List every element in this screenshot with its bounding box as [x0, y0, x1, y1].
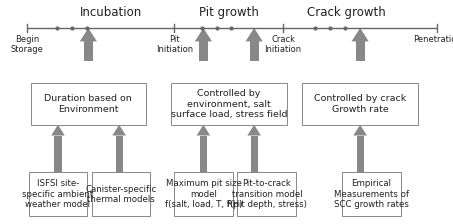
Polygon shape [116, 136, 123, 172]
Polygon shape [357, 136, 364, 172]
FancyBboxPatch shape [342, 172, 401, 216]
Polygon shape [356, 41, 365, 61]
Text: Pit
Initiation: Pit Initiation [156, 35, 193, 54]
Text: Controlled by crack
Growth rate: Controlled by crack Growth rate [314, 95, 406, 114]
Text: Controlled by
environment, salt
surface load, stress field: Controlled by environment, salt surface … [170, 89, 287, 119]
Text: Canister-specific
thermal models: Canister-specific thermal models [85, 185, 157, 204]
Text: Begin
Storage: Begin Storage [11, 35, 43, 54]
Polygon shape [200, 136, 207, 172]
FancyBboxPatch shape [303, 84, 418, 125]
Polygon shape [246, 28, 263, 41]
FancyBboxPatch shape [29, 172, 87, 216]
Polygon shape [195, 28, 212, 41]
Polygon shape [199, 41, 208, 61]
Text: Crack
Initiation: Crack Initiation [265, 35, 302, 54]
Text: Pit growth: Pit growth [199, 6, 259, 19]
Text: Duration based on
Environment: Duration based on Environment [44, 95, 132, 114]
Polygon shape [54, 136, 62, 172]
Text: Maximum pit size
model
f(salt, load, T, RH): Maximum pit size model f(salt, load, T, … [165, 179, 243, 209]
Polygon shape [197, 125, 210, 136]
Polygon shape [251, 136, 258, 172]
FancyBboxPatch shape [92, 172, 150, 216]
Text: Incubation: Incubation [80, 6, 142, 19]
FancyBboxPatch shape [31, 84, 146, 125]
Text: Crack growth: Crack growth [307, 6, 386, 19]
Polygon shape [352, 28, 369, 41]
Polygon shape [353, 125, 367, 136]
Text: ISFSI site-
specific ambient
weather model: ISFSI site- specific ambient weather mod… [22, 179, 94, 209]
FancyBboxPatch shape [237, 172, 296, 216]
Text: Empirical
Measurements of
SCC growth rates: Empirical Measurements of SCC growth rat… [334, 179, 409, 209]
Text: Penetration: Penetration [413, 35, 453, 44]
Polygon shape [247, 125, 261, 136]
Polygon shape [51, 125, 65, 136]
FancyBboxPatch shape [174, 172, 233, 216]
Text: Pit-to-crack
transition model
f(pit depth, stress): Pit-to-crack transition model f(pit dept… [227, 179, 307, 209]
Polygon shape [112, 125, 126, 136]
FancyBboxPatch shape [171, 84, 287, 125]
Polygon shape [250, 41, 259, 61]
Polygon shape [84, 41, 93, 61]
Polygon shape [80, 28, 97, 41]
